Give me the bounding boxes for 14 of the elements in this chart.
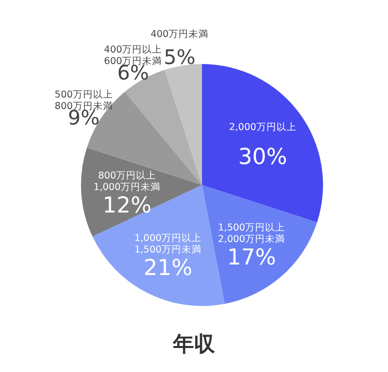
slice-label: 400万円未満 (150, 28, 209, 40)
data-label: 5% (164, 44, 196, 69)
text: 年収 (172, 332, 216, 356)
slice-label: 1,000万円以上 1,500万円未満 (134, 232, 202, 256)
data-label: 30% (238, 144, 288, 170)
data-label: 21% (143, 256, 192, 281)
data-label: 12% (102, 194, 152, 219)
pie-slice (164, 64, 202, 185)
data-label: 17% (227, 245, 276, 270)
pie-slice (202, 64, 323, 222)
pie-slice (202, 185, 318, 304)
slice-label: 2,000万円以上 (229, 120, 296, 133)
slice-label: 1,500万円以上 2,000万円未満 (218, 221, 286, 245)
slice-label: 800万円以上 1,000万円未満 (94, 170, 161, 194)
